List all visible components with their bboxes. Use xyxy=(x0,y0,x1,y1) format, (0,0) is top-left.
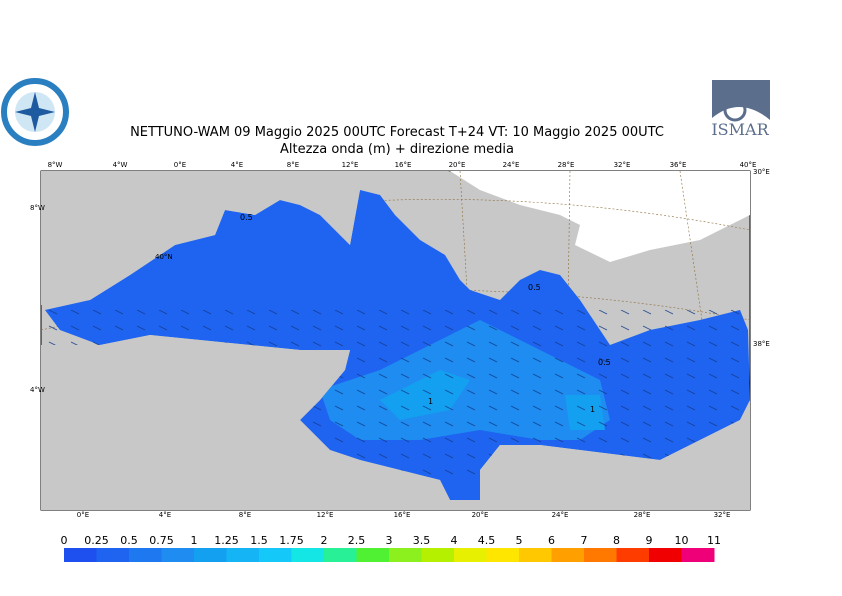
graticule-label: 40°E xyxy=(740,161,757,169)
colorbar-swatch xyxy=(226,548,260,562)
colorbar-label: 6 xyxy=(548,534,555,547)
colorbar-swatch xyxy=(584,548,617,562)
colorbar-swatch xyxy=(291,548,325,562)
contour-label: 0.5 xyxy=(598,358,611,367)
colorbar-label: 1.25 xyxy=(214,534,239,547)
graticule-label: 16°E xyxy=(394,511,411,519)
colorbar-swatch xyxy=(616,548,650,562)
map-title: NETTUNO-WAM 09 Maggio 2025 00UTC Forecas… xyxy=(130,125,664,140)
colorbar-label: 0.25 xyxy=(84,534,109,547)
contour-label: 0.5 xyxy=(528,283,541,292)
graticule-label: 38°E xyxy=(753,340,770,348)
graticule-label: 20°E xyxy=(449,161,466,169)
colorbar-swatch xyxy=(649,548,682,562)
colorbar-label: 3.5 xyxy=(413,534,431,547)
graticule-label: 24°E xyxy=(503,161,520,169)
graticule-label: 4°E xyxy=(159,511,171,519)
colorbar-label: 4.5 xyxy=(478,534,496,547)
graticule-label: 40°N xyxy=(155,253,173,261)
colorbar-swatch xyxy=(194,548,227,562)
colorbar-label: 4 xyxy=(451,534,458,547)
colorbar-swatch xyxy=(519,548,552,562)
colorbar-swatch xyxy=(324,548,357,562)
colorbar-swatch xyxy=(454,548,487,562)
graticule-label: 30°E xyxy=(753,168,770,176)
colorbar-label: 1.5 xyxy=(250,534,268,547)
graticule-label: 28°E xyxy=(634,511,651,519)
colorbar-label: 2.5 xyxy=(348,534,366,547)
graticule-label: 4°W xyxy=(30,386,45,394)
colorbar-label: 5 xyxy=(516,534,523,547)
graticule-label: 8°W xyxy=(48,161,63,169)
map-subtitle: Altezza onda (m) + direzione media xyxy=(280,142,514,157)
colorbar-label: 0 xyxy=(61,534,68,547)
graticule-label: 32°E xyxy=(614,161,631,169)
colorbar-label: 3 xyxy=(386,534,393,547)
colorbar-label: 7 xyxy=(581,534,588,547)
colorbar-label: 10 xyxy=(675,534,689,547)
graticule-label: 0°E xyxy=(174,161,186,169)
colorbar-label: 0.75 xyxy=(149,534,174,547)
graticule-label: 8°W xyxy=(30,204,45,212)
graticule-label: 8°E xyxy=(287,161,299,169)
graticule-label: 36°E xyxy=(670,161,687,169)
graticule-label: 20°E xyxy=(472,511,489,519)
colorbar-swatch xyxy=(486,548,520,562)
contour-label: 1 xyxy=(428,397,433,406)
colorbar-swatch xyxy=(64,548,97,562)
colorbar-label: 11 xyxy=(707,534,721,547)
graticule-label: 24°E xyxy=(552,511,569,519)
colorbar-swatch xyxy=(356,548,390,562)
graticule-label: 8°E xyxy=(239,511,251,519)
graticule-label: 12°E xyxy=(317,511,334,519)
contour-label: 0.5 xyxy=(240,213,253,222)
logo-right: ISMAR xyxy=(710,79,770,141)
colorbar-label: 1 xyxy=(191,534,198,547)
contour-label: 1 xyxy=(590,405,595,414)
graticule-label: 32°E xyxy=(714,511,731,519)
graticule-label: 28°E xyxy=(558,161,575,169)
colorbar-swatch xyxy=(96,548,130,562)
graticule-label: 4°W xyxy=(113,161,128,169)
colorbar-swatch xyxy=(161,548,195,562)
graticule-label: 12°E xyxy=(342,161,359,169)
graticule-label: 16°E xyxy=(395,161,412,169)
colorbar-label: 1.75 xyxy=(279,534,304,547)
colorbar-swatch xyxy=(681,548,715,562)
colorbar-swatch xyxy=(129,548,162,562)
colorbar-label: 0.5 xyxy=(120,534,138,547)
colorbar-swatch xyxy=(259,548,292,562)
colorbar-label: 8 xyxy=(613,534,620,547)
colorbar-label: 9 xyxy=(646,534,653,547)
graticule-label: 4°E xyxy=(231,161,243,169)
colorbar-label: 2 xyxy=(321,534,328,547)
land-gray xyxy=(41,171,750,510)
logo-text: ISMAR xyxy=(711,120,769,139)
colorbar-swatch xyxy=(421,548,455,562)
colorbar-swatch xyxy=(389,548,422,562)
logo-left xyxy=(1,78,69,146)
colorbar-swatch xyxy=(551,548,585,562)
graticule-label: 0°E xyxy=(77,511,89,519)
